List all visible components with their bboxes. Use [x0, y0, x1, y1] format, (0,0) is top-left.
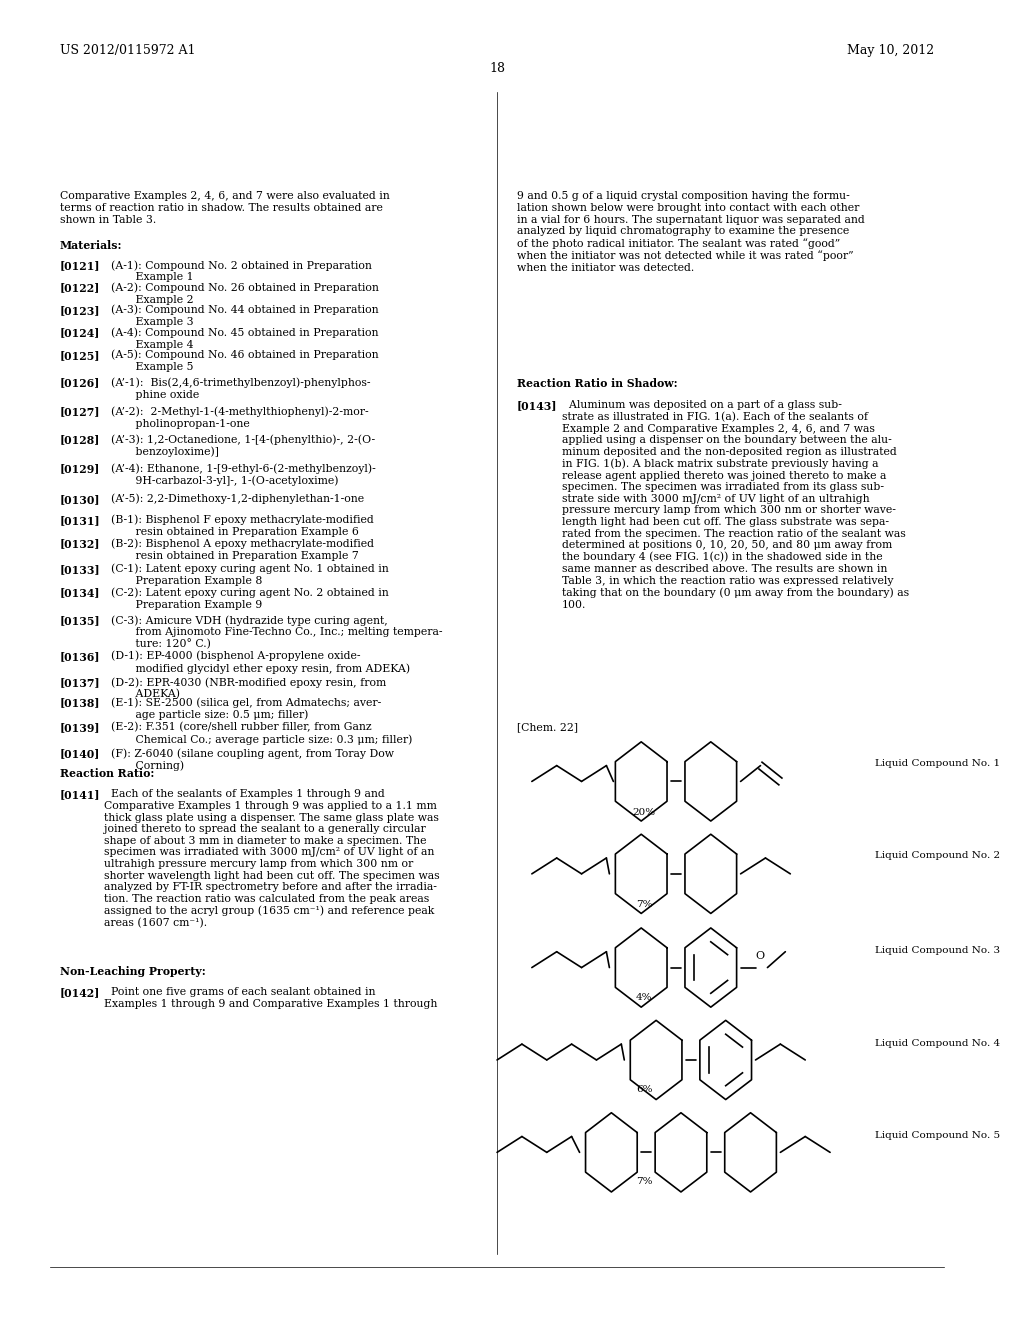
Text: [0140]: [0140]: [59, 748, 100, 759]
Text: [0136]: [0136]: [59, 651, 100, 661]
Text: Materials:: Materials:: [59, 240, 122, 251]
Text: (C-3): Amicure VDH (hydrazide type curing agent,
         from Ajinomoto Fine-Te: (C-3): Amicure VDH (hydrazide type curin…: [104, 615, 443, 649]
Text: [0124]: [0124]: [59, 327, 100, 338]
Text: [0137]: [0137]: [59, 677, 100, 688]
Text: (A-4): Compound No. 45 obtained in Preparation
         Example 4: (A-4): Compound No. 45 obtained in Prepa…: [104, 327, 379, 350]
Text: [0131]: [0131]: [59, 515, 100, 525]
Text: 18: 18: [489, 62, 505, 75]
Text: [0135]: [0135]: [59, 615, 100, 626]
Text: (A-3): Compound No. 44 obtained in Preparation
         Example 3: (A-3): Compound No. 44 obtained in Prepa…: [104, 305, 379, 327]
Text: [0132]: [0132]: [59, 539, 100, 549]
Text: (A’-2):  2-Methyl-1-(4-methylthiophenyl)-2-mor-
         pholinopropan-1-one: (A’-2): 2-Methyl-1-(4-methylthiophenyl)-…: [104, 407, 369, 429]
Text: (C-2): Latent epoxy curing agent No. 2 obtained in
         Preparation Example : (C-2): Latent epoxy curing agent No. 2 o…: [104, 587, 389, 610]
Text: [0134]: [0134]: [59, 587, 100, 598]
Text: (D-1): EP-4000 (bisphenol A-propylene oxide-
         modified glycidyl ether ep: (D-1): EP-4000 (bisphenol A-propylene ox…: [104, 651, 411, 673]
Text: [0143]: [0143]: [517, 400, 557, 411]
Text: [0123]: [0123]: [59, 305, 100, 315]
Text: (A’-3): 1,2-Octanedione, 1-[4-(phenylthio)-, 2-(O-
         benzoyloxime)]: (A’-3): 1,2-Octanedione, 1-[4-(phenylthi…: [104, 434, 376, 457]
Text: Aluminum was deposited on a part of a glass sub-
strate as illustrated in FIG. 1: Aluminum was deposited on a part of a gl…: [562, 400, 908, 610]
Text: 6%: 6%: [636, 1085, 652, 1094]
Text: O: O: [756, 950, 765, 961]
Text: Comparative Examples 2, 4, 6, and 7 were also evaluated in
terms of reaction rat: Comparative Examples 2, 4, 6, and 7 were…: [59, 191, 389, 224]
Text: US 2012/0115972 A1: US 2012/0115972 A1: [59, 44, 196, 57]
Text: May 10, 2012: May 10, 2012: [847, 44, 935, 57]
Text: (E-2): F.351 (core/shell rubber filler, from Ganz
         Chemical Co.; average: (E-2): F.351 (core/shell rubber filler, …: [104, 722, 413, 744]
Text: 4%: 4%: [636, 993, 652, 1002]
Text: (A’-5): 2,2-Dimethoxy-1,2-diphenylethan-1-one: (A’-5): 2,2-Dimethoxy-1,2-diphenylethan-…: [104, 494, 365, 504]
Text: [0126]: [0126]: [59, 378, 100, 388]
Text: [0127]: [0127]: [59, 407, 100, 417]
Text: [0128]: [0128]: [59, 434, 100, 445]
Text: (A-1): Compound No. 2 obtained in Preparation
         Example 1: (A-1): Compound No. 2 obtained in Prepar…: [104, 260, 373, 282]
Text: (B-2): Bisphenol A epoxy methacrylate-modified
         resin obtained in Prepar: (B-2): Bisphenol A epoxy methacrylate-mo…: [104, 539, 375, 561]
Text: Non-Leaching Property:: Non-Leaching Property:: [59, 966, 206, 977]
Text: Reaction Ratio:: Reaction Ratio:: [59, 768, 154, 779]
Text: [0125]: [0125]: [59, 350, 100, 360]
Text: (A’-4): Ethanone, 1-[9-ethyl-6-(2-methylbenzoyl)-
         9H-carbazol-3-yl]-, 1: (A’-4): Ethanone, 1-[9-ethyl-6-(2-methyl…: [104, 463, 376, 486]
Text: Liquid Compound No. 5: Liquid Compound No. 5: [874, 1131, 1000, 1140]
Text: 20%: 20%: [633, 808, 655, 817]
Text: [0129]: [0129]: [59, 463, 100, 474]
Text: Point one five grams of each sealant obtained in
Examples 1 through 9 and Compar: Point one five grams of each sealant obt…: [104, 987, 437, 1008]
Text: (B-1): Bisphenol F epoxy methacrylate-modified
         resin obtained in Prepar: (B-1): Bisphenol F epoxy methacrylate-mo…: [104, 515, 374, 537]
Text: Liquid Compound No. 1: Liquid Compound No. 1: [874, 759, 1000, 768]
Text: 7%: 7%: [636, 900, 652, 909]
Text: [0130]: [0130]: [59, 494, 100, 504]
Text: Liquid Compound No. 3: Liquid Compound No. 3: [874, 946, 1000, 956]
Text: (A-5): Compound No. 46 obtained in Preparation
         Example 5: (A-5): Compound No. 46 obtained in Prepa…: [104, 350, 379, 372]
Text: Liquid Compound No. 4: Liquid Compound No. 4: [874, 1039, 1000, 1048]
Text: [Chem. 22]: [Chem. 22]: [517, 722, 578, 733]
Text: Reaction Ratio in Shadow:: Reaction Ratio in Shadow:: [517, 378, 678, 388]
Text: [0122]: [0122]: [59, 282, 100, 293]
Text: (E-1): SE-2500 (silica gel, from Admatechs; aver-
         age particle size: 0.: (E-1): SE-2500 (silica gel, from Admatec…: [104, 697, 382, 719]
Text: 7%: 7%: [636, 1177, 652, 1187]
Text: [0139]: [0139]: [59, 722, 100, 733]
Text: Each of the sealants of Examples 1 through 9 and
Comparative Examples 1 through : Each of the sealants of Examples 1 throu…: [104, 789, 440, 928]
Text: Liquid Compound No. 2: Liquid Compound No. 2: [874, 851, 1000, 861]
Text: (A-2): Compound No. 26 obtained in Preparation
         Example 2: (A-2): Compound No. 26 obtained in Prepa…: [104, 282, 379, 305]
Text: [0121]: [0121]: [59, 260, 100, 271]
Text: (F): Z-6040 (silane coupling agent, from Toray Dow
         Corning): (F): Z-6040 (silane coupling agent, from…: [104, 748, 394, 771]
Text: 9 and 0.5 g of a liquid crystal composition having the formu-
lation shown below: 9 and 0.5 g of a liquid crystal composit…: [517, 191, 864, 273]
Text: (C-1): Latent epoxy curing agent No. 1 obtained in
         Preparation Example : (C-1): Latent epoxy curing agent No. 1 o…: [104, 564, 389, 586]
Text: [0138]: [0138]: [59, 697, 100, 708]
Text: (D-2): EPR-4030 (NBR-modified epoxy resin, from
         ADEKA): (D-2): EPR-4030 (NBR-modified epoxy resi…: [104, 677, 387, 700]
Text: [0141]: [0141]: [59, 789, 100, 800]
Text: [0142]: [0142]: [59, 987, 100, 998]
Text: [0133]: [0133]: [59, 564, 100, 574]
Text: (A’-1):  Bis(2,4,6-trimethylbenzoyl)-phenylphos-
         phine oxide: (A’-1): Bis(2,4,6-trimethylbenzoyl)-phen…: [104, 378, 371, 400]
